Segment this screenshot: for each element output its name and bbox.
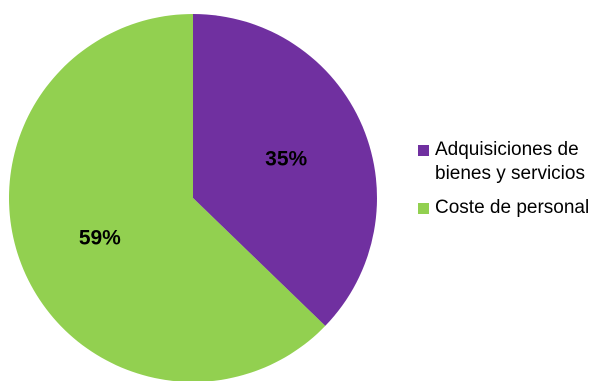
pie-plot: 35% 59% <box>9 14 377 381</box>
legend-item-coste-personal: Coste de personal <box>418 196 614 220</box>
legend-label-adquisiciones: Adquisiciones de bienes y servicios <box>435 139 585 184</box>
legend-item-adquisiciones: Adquisiciones de bienes y servicios <box>418 138 614 186</box>
legend-label-coste-personal: Coste de personal <box>435 197 590 218</box>
slice-value-label-0: 35% <box>265 147 307 170</box>
pie-slice-1 <box>9 14 326 381</box>
slice-value-label-1: 59% <box>79 227 121 250</box>
legend: Adquisiciones de bienes y servicios Cost… <box>418 138 614 230</box>
legend-swatch-adquisiciones <box>418 145 429 156</box>
pie-slice-0 <box>193 14 377 326</box>
legend-swatch-coste-personal <box>418 203 429 214</box>
